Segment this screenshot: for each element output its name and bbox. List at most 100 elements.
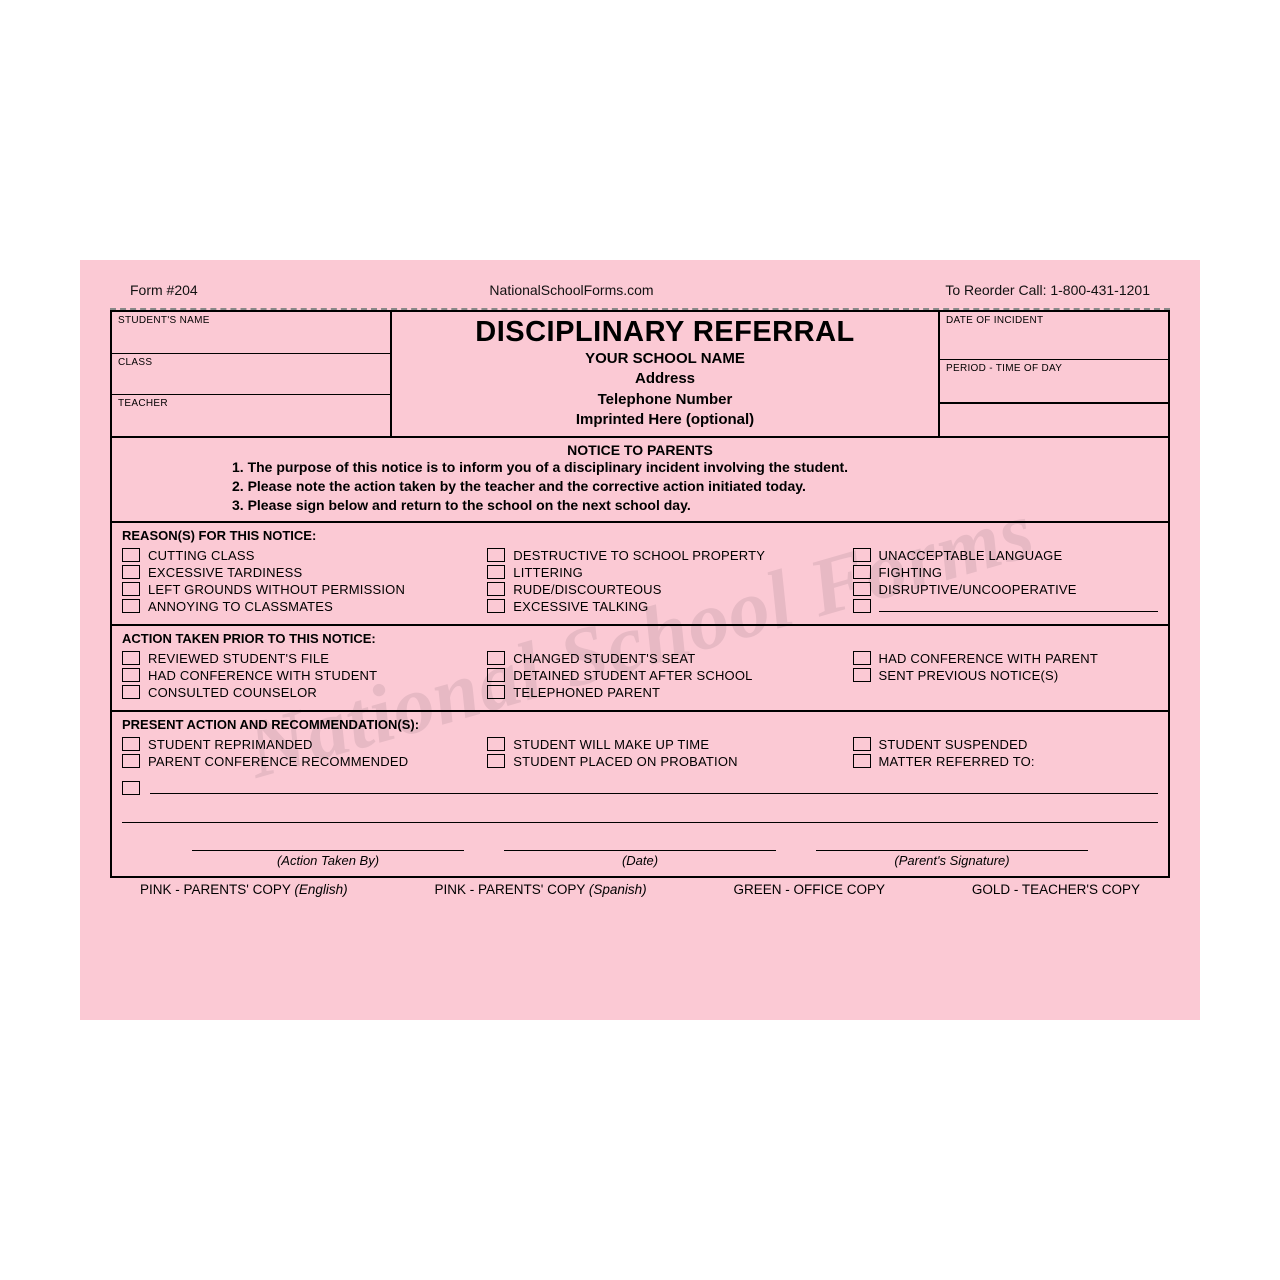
- checkbox[interactable]: [487, 668, 505, 682]
- school-phone: Telephone Number: [402, 390, 928, 410]
- prior-item: CHANGED STUDENT'S SEAT: [487, 651, 838, 666]
- prior-item: SENT PREVIOUS NOTICE(S): [853, 668, 1158, 683]
- left-fields: STUDENT'S NAME CLASS TEACHER: [112, 312, 392, 436]
- checkbox[interactable]: [487, 754, 505, 768]
- prior-item: HAD CONFERENCE WITH STUDENT: [122, 668, 473, 683]
- center-title-block: DISCIPLINARY REFERRAL YOUR SCHOOL NAME A…: [392, 312, 938, 436]
- checkbox[interactable]: [487, 737, 505, 751]
- write-in-line[interactable]: [150, 782, 1158, 794]
- present-item: MATTER REFERRED TO:: [853, 754, 1158, 769]
- reasons-section: REASON(S) FOR THIS NOTICE: CUTTING CLASS…: [112, 523, 1168, 626]
- field-student-name[interactable]: STUDENT'S NAME: [112, 312, 390, 354]
- form-title: DISCIPLINARY REFERRAL: [402, 316, 928, 349]
- right-spacer: [940, 404, 1168, 436]
- notice-item: 2. Please note the action taken by the t…: [232, 477, 1158, 496]
- prior-item: REVIEWED STUDENT'S FILE: [122, 651, 473, 666]
- reason-item: EXCESSIVE TARDINESS: [122, 565, 473, 580]
- website: NationalSchoolForms.com: [489, 282, 653, 298]
- checkbox[interactable]: [122, 737, 140, 751]
- notice-title: NOTICE TO PARENTS: [122, 442, 1158, 458]
- top-header: Form #204 NationalSchoolForms.com To Reo…: [110, 282, 1170, 308]
- checkbox[interactable]: [853, 754, 871, 768]
- sig-action-by: (Action Taken By): [192, 825, 464, 868]
- reason-item: EXCESSIVE TALKING: [487, 599, 838, 614]
- school-name: YOUR SCHOOL NAME: [402, 349, 928, 369]
- checkbox[interactable]: [853, 565, 871, 579]
- checkbox[interactable]: [853, 737, 871, 751]
- signature-line[interactable]: [504, 825, 776, 851]
- reasons-title: REASON(S) FOR THIS NOTICE:: [122, 528, 1158, 543]
- checkbox[interactable]: [487, 599, 505, 613]
- field-class[interactable]: CLASS: [112, 354, 390, 396]
- reason-item: DESTRUCTIVE TO SCHOOL PROPERTY: [487, 548, 838, 563]
- reason-item: UNACCEPTABLE LANGUAGE: [853, 548, 1158, 563]
- notice-list: 1. The purpose of this notice is to info…: [122, 458, 1158, 515]
- checkbox[interactable]: [487, 548, 505, 562]
- checkbox[interactable]: [487, 685, 505, 699]
- prior-item: DETAINED STUDENT AFTER SCHOOL: [487, 668, 838, 683]
- header-row: STUDENT'S NAME CLASS TEACHER DISCIPLINAR…: [112, 312, 1168, 438]
- checkbox[interactable]: [122, 685, 140, 699]
- signature-line[interactable]: [192, 825, 464, 851]
- prior-item: CONSULTED COUNSELOR: [122, 685, 473, 700]
- checkbox[interactable]: [122, 754, 140, 768]
- copy-pink-english: PINK - PARENTS' COPY (English): [140, 882, 348, 897]
- checkbox[interactable]: [853, 651, 871, 665]
- reason-item-blank: [853, 599, 1158, 613]
- present-extras: [122, 781, 1158, 823]
- notice-section: NOTICE TO PARENTS 1. The purpose of this…: [112, 438, 1168, 523]
- lone-checkbox-row: [122, 781, 1158, 795]
- checkbox[interactable]: [122, 781, 140, 795]
- checkbox[interactable]: [487, 651, 505, 665]
- field-date-incident[interactable]: DATE OF INCIDENT: [940, 312, 1168, 360]
- write-in-line[interactable]: [122, 801, 1158, 823]
- checkbox[interactable]: [122, 582, 140, 596]
- checkbox[interactable]: [853, 548, 871, 562]
- checkbox[interactable]: [122, 651, 140, 665]
- footer-copies: PINK - PARENTS' COPY (English) PINK - PA…: [110, 878, 1170, 897]
- checkbox[interactable]: [853, 582, 871, 596]
- checkbox[interactable]: [122, 565, 140, 579]
- field-teacher[interactable]: TEACHER: [112, 395, 390, 436]
- checkbox[interactable]: [122, 548, 140, 562]
- field-period-time[interactable]: PERIOD - TIME OF DAY: [940, 360, 1168, 404]
- present-item: STUDENT REPRIMANDED: [122, 737, 473, 752]
- imprint-note: Imprinted Here (optional): [402, 410, 928, 430]
- prior-item: HAD CONFERENCE WITH PARENT: [853, 651, 1158, 666]
- checkbox[interactable]: [853, 599, 871, 613]
- reorder-phone: To Reorder Call: 1-800-431-1201: [945, 282, 1150, 298]
- reason-item: RUDE/DISCOURTEOUS: [487, 582, 838, 597]
- reason-item: LEFT GROUNDS WITHOUT PERMISSION: [122, 582, 473, 597]
- signature-row: (Action Taken By) (Date) (Parent's Signa…: [122, 825, 1158, 868]
- present-title: PRESENT ACTION AND RECOMMENDATION(S):: [122, 717, 1158, 732]
- notice-item: 1. The purpose of this notice is to info…: [232, 458, 1158, 477]
- blank-line[interactable]: [879, 600, 1158, 612]
- checkbox[interactable]: [853, 668, 871, 682]
- form-sheet: National School Forms Form #204 National…: [80, 260, 1200, 1020]
- checkbox[interactable]: [487, 565, 505, 579]
- present-item: STUDENT SUSPENDED: [853, 737, 1158, 752]
- prior-title: ACTION TAKEN PRIOR TO THIS NOTICE:: [122, 631, 1158, 646]
- form-number: Form #204: [130, 282, 198, 298]
- present-action-section: PRESENT ACTION AND RECOMMENDATION(S): ST…: [112, 712, 1168, 876]
- checkbox[interactable]: [122, 668, 140, 682]
- sig-parent: (Parent's Signature): [816, 825, 1088, 868]
- present-item: STUDENT PLACED ON PROBATION: [487, 754, 838, 769]
- notice-item: 3. Please sign below and return to the s…: [232, 496, 1158, 515]
- right-fields: DATE OF INCIDENT PERIOD - TIME OF DAY: [938, 312, 1168, 436]
- prior-item: TELEPHONED PARENT: [487, 685, 838, 700]
- reason-item: LITTERING: [487, 565, 838, 580]
- signature-line[interactable]: [816, 825, 1088, 851]
- checkbox[interactable]: [122, 599, 140, 613]
- reason-item: CUTTING CLASS: [122, 548, 473, 563]
- copy-gold: GOLD - TEACHER'S COPY: [972, 882, 1140, 897]
- copy-green: GREEN - OFFICE COPY: [734, 882, 886, 897]
- reason-item: DISRUPTIVE/UNCOOPERATIVE: [853, 582, 1158, 597]
- present-item: PARENT CONFERENCE RECOMMENDED: [122, 754, 473, 769]
- sig-date: (Date): [504, 825, 776, 868]
- present-item: STUDENT WILL MAKE UP TIME: [487, 737, 838, 752]
- main-form-box: STUDENT'S NAME CLASS TEACHER DISCIPLINAR…: [110, 310, 1170, 878]
- copy-pink-spanish: PINK - PARENTS' COPY (Spanish): [435, 882, 647, 897]
- reason-item: ANNOYING TO CLASSMATES: [122, 599, 473, 614]
- checkbox[interactable]: [487, 582, 505, 596]
